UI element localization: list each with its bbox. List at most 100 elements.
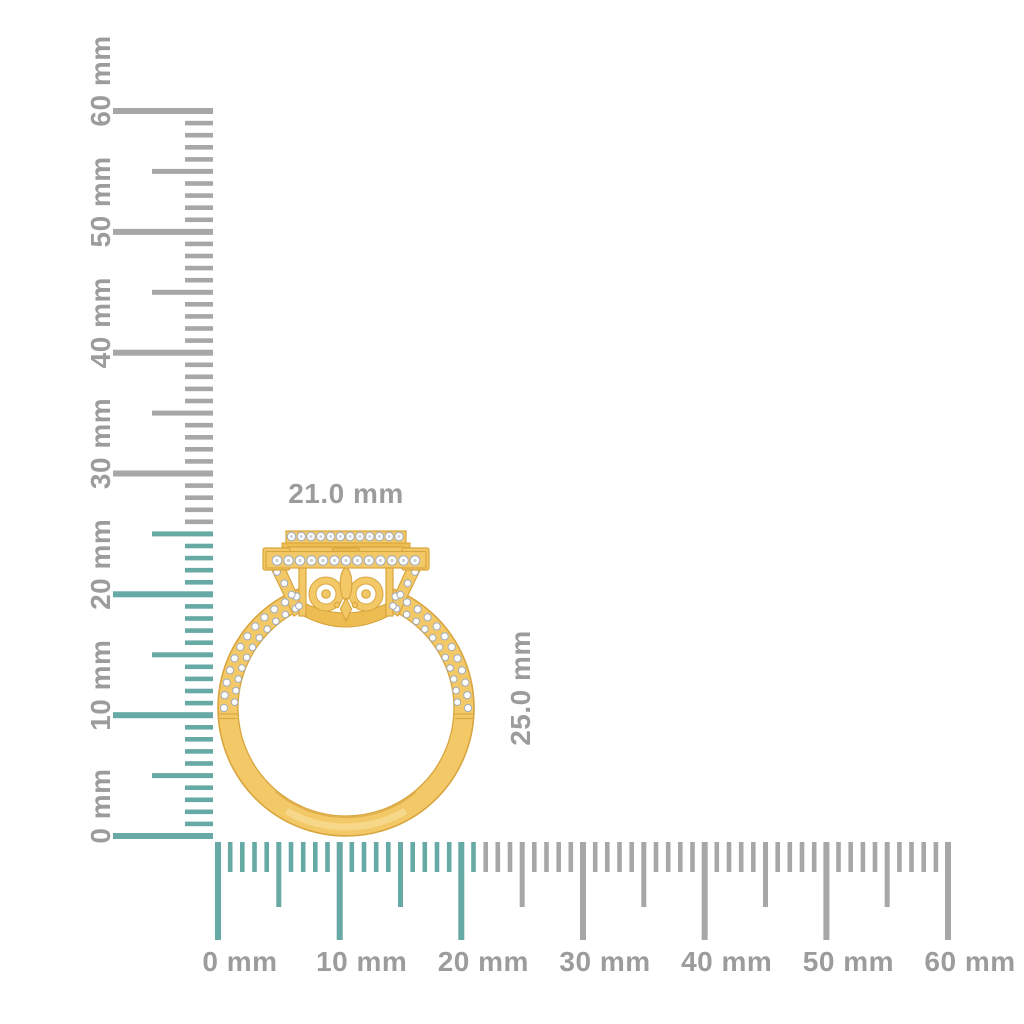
pave-stone — [263, 625, 272, 634]
h-tick-3mm — [252, 842, 257, 872]
v-tick-13mm — [185, 676, 213, 682]
pave-stone — [280, 598, 290, 607]
v-tick-12mm — [185, 688, 213, 694]
h-tick-14mm — [386, 842, 391, 872]
h-ruler-label-30mm: 30 mm — [559, 946, 650, 977]
pave-stone — [423, 613, 432, 622]
v-tick-27mm — [185, 507, 213, 513]
h-ruler-label-40mm: 40 mm — [681, 946, 772, 977]
h-tick-27mm — [544, 842, 549, 872]
pave-stone — [230, 654, 239, 663]
halo-row-stone-facet — [401, 558, 406, 563]
pave-stone — [260, 613, 269, 622]
pave-stone — [452, 686, 460, 695]
v-tick-5mm — [152, 773, 213, 779]
pave-stone — [295, 602, 303, 610]
h-tick-52mm — [848, 842, 853, 872]
h-tick-10mm — [336, 842, 343, 940]
v-tick-36mm — [185, 398, 213, 404]
h-tick-41mm — [714, 842, 720, 872]
v-tick-29mm — [185, 483, 213, 488]
h-tick-30mm — [580, 842, 586, 940]
v-tick-19mm — [185, 604, 213, 609]
halo-row-stone-facet — [309, 558, 314, 563]
v-tick-23mm — [185, 555, 213, 561]
v-tick-32mm — [185, 447, 213, 452]
halo-top-stone-facet — [348, 535, 352, 538]
h-tick-55mm — [884, 842, 890, 907]
h-tick-15mm — [398, 842, 403, 907]
halo-top-stone-facet — [368, 535, 372, 538]
halo-row-stone-facet — [321, 558, 325, 563]
h-tick-9mm — [325, 842, 330, 872]
halo-row-stone-facet — [332, 558, 337, 563]
pave-stone — [230, 698, 239, 707]
pave-stone — [413, 605, 422, 614]
halo-row-stone-facet — [286, 558, 291, 563]
v-ruler-label-40mm: 40 mm — [85, 277, 116, 368]
h-tick-6mm — [288, 842, 294, 872]
pave-stone — [248, 643, 257, 652]
v-tick-51mm — [185, 217, 213, 223]
h-ruler-label-50mm: 50 mm — [803, 946, 894, 977]
v-tick-31mm — [185, 459, 213, 464]
pave-stone — [403, 579, 412, 588]
scroll-right-inner-edge — [355, 583, 377, 605]
h-tick-58mm — [921, 842, 926, 872]
v-ruler-label-20mm: 20 mm — [85, 519, 116, 610]
h-tick-34mm — [629, 842, 634, 872]
v-tick-50mm — [113, 228, 213, 235]
pave-stone — [461, 678, 470, 687]
v-ruler-label-10mm: 10 mm — [85, 640, 116, 731]
h-tick-37mm — [665, 842, 671, 872]
v-tick-9mm — [185, 725, 213, 730]
v-tick-45mm — [152, 289, 213, 295]
h-tick-42mm — [726, 842, 732, 872]
halo-top-stone-facet — [397, 535, 401, 538]
h-tick-38mm — [678, 842, 683, 872]
h-tick-29mm — [568, 842, 574, 872]
pave-stone — [463, 691, 472, 700]
pave-stone — [453, 654, 462, 663]
h-tick-60mm — [945, 842, 951, 940]
v-tick-14mm — [185, 664, 213, 670]
h-tick-0mm — [215, 842, 221, 940]
v-tick-54mm — [185, 181, 213, 186]
pave-stone — [232, 686, 240, 695]
h-tick-17mm — [422, 842, 428, 872]
v-tick-25mm — [152, 531, 213, 537]
v-tick-20mm — [113, 591, 213, 598]
fleur-de-lis-tip — [339, 596, 353, 623]
h-tick-25mm — [519, 842, 525, 907]
h-tick-46mm — [775, 842, 780, 872]
v-tick-8mm — [185, 737, 213, 742]
h-tick-4mm — [264, 842, 269, 872]
pave-stone — [441, 653, 450, 662]
v-tick-38mm — [185, 374, 213, 380]
halo-top-stone-facet — [387, 535, 391, 538]
h-ruler-label-0mm: 0 mm — [202, 946, 277, 977]
v-tick-2mm — [185, 809, 213, 815]
v-tick-47mm — [185, 265, 213, 271]
h-tick-49mm — [811, 842, 817, 872]
pave-stone — [287, 590, 296, 599]
scroll-right-core — [361, 589, 371, 599]
pave-stone — [428, 634, 437, 642]
v-tick-49mm — [185, 241, 213, 247]
pave-stone — [236, 642, 245, 652]
pave-stone — [270, 605, 279, 614]
h-tick-43mm — [738, 842, 744, 872]
halo-top-stone-facet — [329, 535, 332, 538]
h-tick-59mm — [933, 842, 939, 872]
scroll-left-inner-edge — [315, 583, 337, 605]
halo-top-stone-facet — [378, 535, 381, 538]
v-tick-55mm — [152, 168, 213, 174]
v-tick-53mm — [185, 193, 213, 198]
v-tick-34mm — [185, 422, 213, 428]
h-tick-19mm — [446, 842, 452, 872]
v-tick-42mm — [185, 326, 213, 331]
h-tick-20mm — [458, 842, 465, 940]
pave-diamonds — [219, 568, 473, 713]
h-tick-22mm — [483, 842, 488, 872]
v-tick-11mm — [185, 700, 213, 706]
